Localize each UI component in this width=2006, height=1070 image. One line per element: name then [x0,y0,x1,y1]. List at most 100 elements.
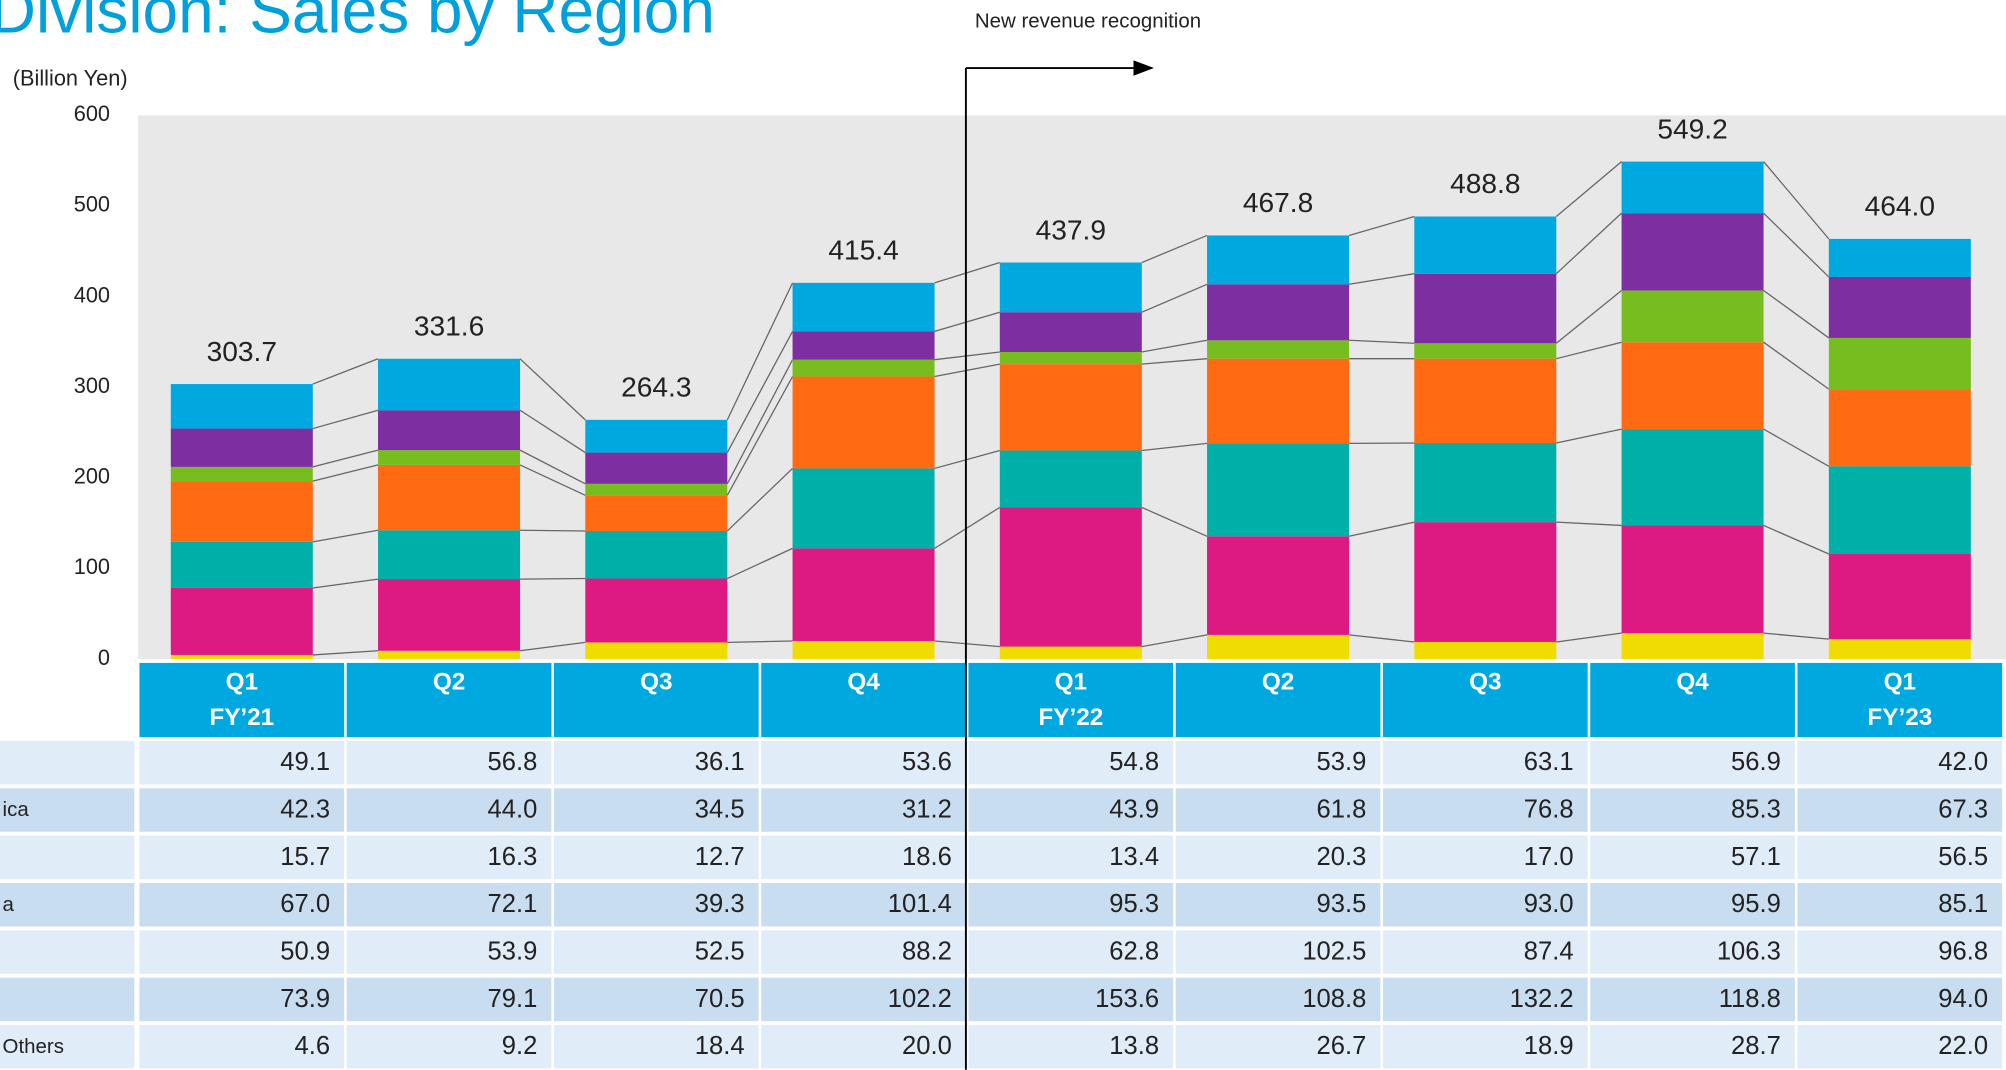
connector-line [1141,506,1208,537]
header-cell [139,662,345,738]
table-value: 53.9 [1317,748,1367,776]
table-cell [1590,882,1795,927]
connector-line [726,282,794,421]
table-cell [1382,977,1588,1022]
row-label-cell [0,1024,135,1069]
annotation: New revenue recognition [975,9,1201,32]
table-value: 9.2 [502,1032,538,1060]
table-value: 43.9 [1109,795,1159,823]
table-cell [553,930,759,974]
connector-line [1349,339,1415,344]
bar-segment [1414,358,1557,443]
connector-line [519,641,586,652]
table-value: 18.9 [1524,1032,1574,1060]
table-cell [139,740,345,785]
connector-line [519,358,586,421]
bar-segment [1621,290,1764,343]
table-cell [761,882,966,927]
bar-segment [378,358,521,411]
table-value: 54.8 [1109,748,1159,776]
table-value: 56.5 [1938,843,1988,871]
table-cell [553,977,759,1022]
table-cell [968,882,1174,927]
connector-line [1141,358,1208,365]
table-value: 76.8 [1524,795,1574,823]
table-cell [1590,788,1795,832]
table-cell [1175,977,1381,1022]
bar-segment [585,530,728,579]
table-value: 17.0 [1524,843,1574,871]
table-cell [346,1024,552,1069]
table-value: 62.8 [1109,937,1159,965]
y-tick-label: 100 [74,554,110,579]
total-label: 437.9 [1036,214,1106,245]
bar-segment [999,646,1142,660]
table-cell [346,788,552,832]
connector-line [519,409,586,454]
bar-segment [999,507,1142,647]
connector-line [312,409,379,430]
table-cell [968,835,1174,880]
table-value: 67.3 [1938,795,1988,823]
table-cell [1797,1024,2003,1069]
bar-segment [792,640,935,660]
table-value: 108.8 [1302,985,1366,1013]
table-cell [346,882,552,927]
table-value: 67.0 [280,890,330,918]
x-tick-label: Q3 [640,669,672,696]
table-cell [346,930,552,974]
connector-line [1763,524,1830,555]
table-cell [139,1024,345,1069]
table-value: 87.4 [1524,937,1574,965]
y-tick-label: 500 [74,192,110,217]
table-cell [139,882,345,927]
total-label: 467.8 [1243,187,1313,218]
table-cell [1590,1024,1795,1069]
row-label-cell [0,977,135,1022]
bar-segment [170,384,313,429]
table-value: 42.0 [1938,748,1988,776]
total-label: 488.8 [1450,168,1520,199]
bar-segment [792,359,935,377]
total-label: 303.7 [207,336,277,367]
table-value: 28.7 [1731,1032,1781,1060]
table-cell [139,930,345,974]
table-cell [1382,788,1588,832]
connector-line [1556,632,1622,643]
bar-segment [170,466,313,482]
bar-segment [170,587,313,655]
table-value: 13.8 [1109,1032,1159,1060]
bar-segment [792,376,935,469]
connector-line [934,640,1000,648]
table-value: 39.3 [695,890,745,918]
connector-line [934,506,1001,549]
table-value: 95.9 [1731,890,1781,918]
table-value: 93.5 [1317,890,1367,918]
bar-segment [1414,273,1557,344]
table-value: 79.1 [488,985,538,1013]
row-label-cell [0,930,135,974]
bar-segment [1621,633,1764,660]
table-cell [1175,1024,1381,1069]
header-cell [1175,662,1381,738]
table-value: 13.4 [1109,843,1159,871]
table-cell [1382,835,1588,880]
connector-line [1141,634,1208,648]
table-cell [968,740,1174,785]
connector-line [1141,339,1208,353]
bar-segment [1828,276,1971,338]
table-cell [1382,740,1588,785]
table-cell [553,788,759,832]
bar-segment [1828,238,1971,277]
bar-segment [999,312,1142,352]
table-value: 106.3 [1717,937,1781,965]
connector-line [1348,634,1415,643]
table-value: 49.1 [280,748,330,776]
bar-segment [999,351,1142,365]
connector-line [519,449,586,485]
table-value: 63.1 [1524,748,1574,776]
table-cell [553,835,759,880]
table-value: 132.2 [1510,985,1574,1013]
x-tick-label: Q4 [847,669,880,696]
table-value: 31.2 [902,795,952,823]
